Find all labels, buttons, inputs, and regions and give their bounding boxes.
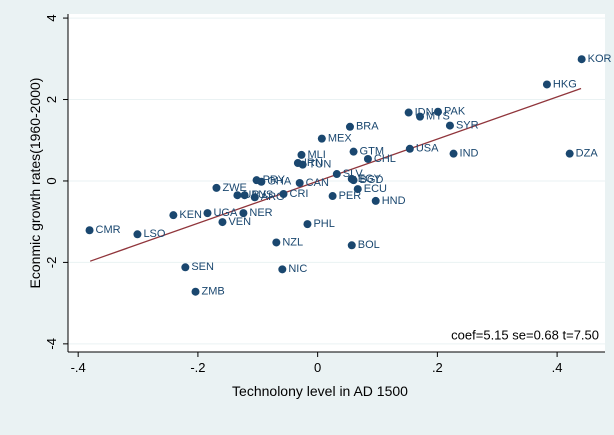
y-tick-label: 0 <box>44 177 59 184</box>
point <box>577 55 586 64</box>
y-tick-label: -2 <box>44 257 59 269</box>
point <box>169 211 178 220</box>
point-label: SEN <box>191 261 214 273</box>
point-label: TUN <box>309 159 332 171</box>
point-label: MEX <box>328 133 353 145</box>
point <box>347 241 356 250</box>
point-label: HND <box>382 195 406 207</box>
point <box>332 170 341 179</box>
point <box>565 149 574 158</box>
point-label: CRI <box>290 188 309 200</box>
point-label: CHL <box>374 153 396 165</box>
point-label: VEN <box>228 216 251 228</box>
point-label: IRN <box>304 157 323 169</box>
point-label: DZA <box>576 148 599 160</box>
point-label: EGY <box>358 173 382 185</box>
point-label: PAK <box>444 106 466 118</box>
x-tick-label: 0 <box>314 360 321 375</box>
point <box>371 196 380 205</box>
point <box>345 122 354 131</box>
y-tick-label: -4 <box>44 338 59 350</box>
point-label: SLV <box>343 168 364 180</box>
point-label: NZL <box>282 236 303 248</box>
point <box>298 160 307 169</box>
point <box>240 191 249 200</box>
point <box>297 150 306 159</box>
x-tick-label: .4 <box>552 360 563 375</box>
point <box>433 107 442 116</box>
point-label: NER <box>249 207 272 219</box>
point <box>272 238 281 247</box>
point <box>449 149 458 158</box>
point <box>295 179 304 187</box>
point <box>404 108 413 117</box>
point-label: ARG <box>261 191 285 203</box>
point-label: MYS <box>426 111 450 123</box>
point-label: IND <box>460 148 479 160</box>
point <box>349 147 358 156</box>
x-tick-label: .2 <box>432 360 443 375</box>
point-label: KEN <box>179 209 202 221</box>
point <box>303 220 312 229</box>
point <box>239 209 248 218</box>
point-label: NIC <box>288 263 307 275</box>
point <box>191 287 200 296</box>
point <box>218 218 227 227</box>
point <box>203 209 212 218</box>
point-label: ZMB <box>202 286 225 298</box>
x-tick-label: -.4 <box>71 360 86 375</box>
point-label: BGD <box>360 174 384 186</box>
point <box>328 192 337 201</box>
point-label: USA <box>416 143 439 155</box>
point-label: ECU <box>364 183 387 195</box>
point <box>349 176 358 185</box>
point <box>353 185 362 194</box>
y-tick-label: 4 <box>44 14 59 21</box>
point-label: GHA <box>267 176 292 188</box>
point-label: CMR <box>96 224 121 236</box>
point <box>445 121 454 130</box>
point-label: UGA <box>213 207 238 219</box>
point-label: GTM <box>360 146 384 158</box>
point <box>405 144 414 153</box>
plot-area <box>68 14 605 352</box>
point-label: PRY <box>263 174 286 186</box>
point <box>279 189 288 198</box>
point-label: PER <box>339 190 362 202</box>
annotation: coef=5.15 se=0.68 t=7.50 <box>451 327 599 342</box>
point <box>278 265 287 274</box>
point <box>85 226 94 235</box>
y-tick-label: 2 <box>44 96 59 103</box>
point-label: PHL <box>313 218 334 230</box>
point <box>133 230 142 239</box>
point-label: MLI <box>307 149 325 161</box>
point-label: CAN <box>306 177 329 189</box>
point-label: BRA <box>356 121 379 133</box>
point <box>257 177 266 186</box>
x-axis-label: Technolony level in AD 1500 <box>232 383 408 399</box>
point-label: KOR <box>588 53 612 65</box>
x-tick-label: -.2 <box>190 360 205 375</box>
point <box>233 191 242 200</box>
point-label: HKG <box>553 78 577 90</box>
point <box>416 112 425 121</box>
point <box>542 80 551 89</box>
point-label: SYR <box>456 119 479 131</box>
point <box>363 154 372 163</box>
point <box>181 263 190 272</box>
point <box>317 134 326 143</box>
point <box>250 193 259 202</box>
y-axis-label: Econmic growth rates(1960-2000) <box>27 78 43 289</box>
point-label: ZWE <box>222 182 246 194</box>
point <box>212 183 221 192</box>
point-label: LSO <box>143 228 165 240</box>
point-label: BOL <box>358 239 380 251</box>
